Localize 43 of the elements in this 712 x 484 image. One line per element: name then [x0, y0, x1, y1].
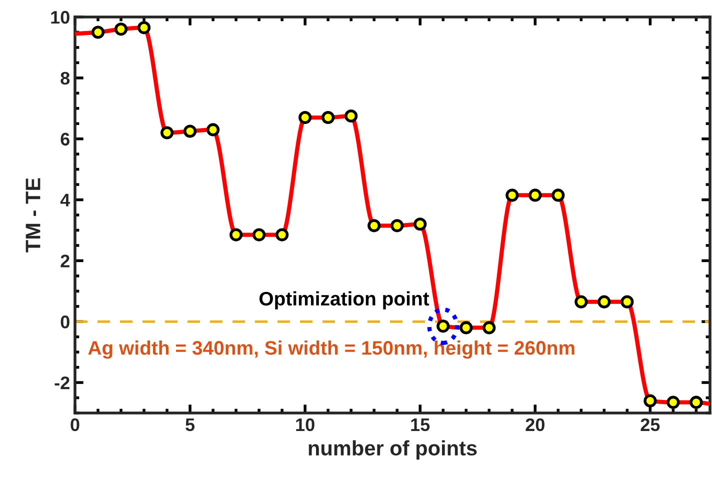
x-tick-label: 0 — [70, 418, 80, 432]
point — [252, 228, 266, 242]
point — [183, 124, 197, 138]
point — [390, 219, 404, 232]
y-tick-label: 0 — [60, 316, 70, 328]
point — [230, 228, 243, 242]
point — [620, 295, 634, 308]
y-tick-label: 2 — [60, 254, 70, 268]
point — [276, 228, 289, 242]
point — [644, 394, 657, 408]
point — [690, 396, 703, 409]
y-tick-label: 8 — [60, 72, 70, 85]
point — [206, 123, 220, 136]
y-tick-label: 10 — [51, 10, 70, 24]
y-tick-label: -2 — [54, 376, 70, 390]
x-tick-label: 10 — [296, 418, 314, 432]
point — [528, 188, 542, 202]
x-tick-label: 5 — [186, 418, 195, 432]
point — [506, 188, 519, 202]
point — [414, 218, 427, 231]
point — [598, 295, 611, 308]
point — [368, 219, 381, 232]
y-axis-title: TM - TE — [26, 178, 40, 252]
x-tick-label: 15 — [411, 418, 430, 432]
x-axis-title: number of points — [308, 440, 477, 460]
x-tick-label: 25 — [640, 418, 660, 432]
y-tick-label: 6 — [60, 132, 70, 146]
point — [344, 109, 358, 123]
point — [137, 21, 151, 34]
point — [160, 126, 174, 140]
y-tick-label: 4 — [60, 194, 70, 206]
point — [114, 22, 128, 36]
point — [666, 396, 680, 409]
point — [482, 321, 496, 334]
x-tick-label: 20 — [526, 418, 544, 432]
annotation: Ag width = 340nm, Si width = 150nm, height = 260nm — [88, 340, 574, 359]
point — [552, 188, 565, 202]
annotation: Optimization point — [259, 291, 430, 310]
point — [460, 321, 473, 334]
point — [298, 110, 312, 124]
point — [91, 26, 105, 39]
point — [322, 110, 335, 124]
point — [574, 295, 588, 308]
